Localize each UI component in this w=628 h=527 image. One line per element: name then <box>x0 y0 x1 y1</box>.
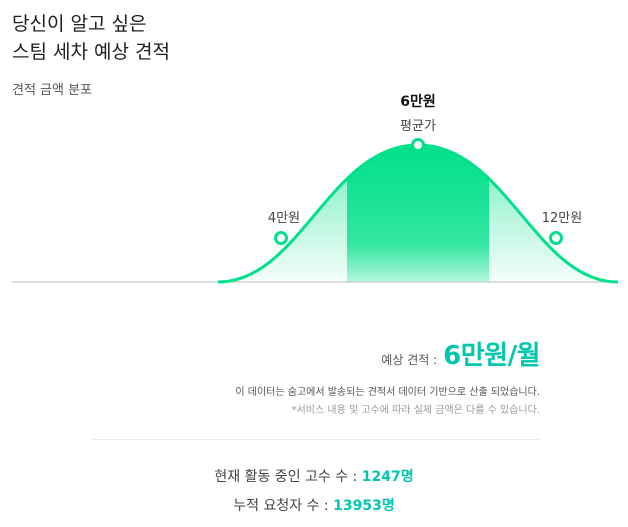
divider <box>92 439 540 440</box>
estimate-value: 6만원/월 <box>443 341 540 371</box>
requests-stat: 누적 요청자 수 : 13953명 <box>0 495 628 515</box>
data-source-note: 이 데이터는 숨고에서 발송되는 견적서 데이터 기반으로 산출 되었습니다. <box>235 387 540 398</box>
active-pros-value: 1247명 <box>361 469 414 485</box>
price-distribution-chart <box>12 138 619 284</box>
average-price-label: 6만원 <box>400 94 436 110</box>
low-price-point <box>274 231 288 245</box>
distribution-subtitle: 견적 금액 분포 <box>12 83 93 98</box>
distribution-center-band <box>347 145 489 282</box>
estimate-label: 예상 견적 : <box>381 353 438 367</box>
active-pros-label: 현재 활동 중인 고수 수 : <box>214 469 358 485</box>
price-disclaimer: *서비스 내용 및 고수에 따라 실제 금액은 다를 수 있습니다. <box>291 405 540 416</box>
average-price-point <box>411 138 425 152</box>
requests-label: 누적 요청자 수 : <box>233 498 329 514</box>
high-price-label: 12만원 <box>541 211 583 226</box>
page-title: 당신이 알고 싶은 스팀 세차 예상 견적 <box>12 10 170 66</box>
active-pros-stat: 현재 활동 중인 고수 수 : 1247명 <box>0 466 628 486</box>
estimate-summary: 예상 견적 : 6만원/월 <box>381 335 540 372</box>
requests-value: 13953명 <box>333 498 395 514</box>
title-line-2: 스팀 세차 예상 견적 <box>12 41 170 63</box>
average-caption-label: 평균가 <box>400 119 436 134</box>
title-line-1: 당신이 알고 싶은 <box>12 13 147 35</box>
high-price-point <box>549 231 563 245</box>
low-price-label: 4만원 <box>267 211 301 226</box>
